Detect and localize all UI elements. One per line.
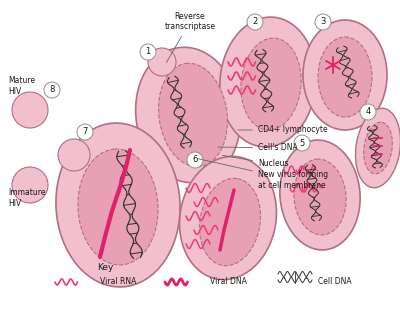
Text: Key: Key xyxy=(97,263,113,273)
Ellipse shape xyxy=(241,38,301,130)
Ellipse shape xyxy=(220,17,316,147)
Text: Viral DNA: Viral DNA xyxy=(210,278,247,286)
Text: Nucleus: Nucleus xyxy=(223,155,288,169)
Circle shape xyxy=(187,152,203,168)
Text: 2: 2 xyxy=(252,18,258,26)
Text: 3: 3 xyxy=(320,18,326,26)
Text: Immature
HIV: Immature HIV xyxy=(8,188,46,208)
Circle shape xyxy=(360,104,376,120)
Text: Mature
HIV: Mature HIV xyxy=(8,76,35,96)
Circle shape xyxy=(58,139,90,171)
Circle shape xyxy=(12,167,48,203)
Ellipse shape xyxy=(56,123,180,287)
Ellipse shape xyxy=(303,20,387,130)
Text: Viral RNA: Viral RNA xyxy=(100,278,136,286)
Text: CD4+ lymphocyte: CD4+ lymphocyte xyxy=(238,126,328,134)
Circle shape xyxy=(148,48,176,76)
Text: Cell DNA: Cell DNA xyxy=(318,278,352,286)
Circle shape xyxy=(12,92,48,128)
Ellipse shape xyxy=(294,159,346,235)
Circle shape xyxy=(315,14,331,30)
Ellipse shape xyxy=(180,156,276,280)
Circle shape xyxy=(140,44,156,60)
Text: 1: 1 xyxy=(145,47,151,57)
Circle shape xyxy=(77,124,93,140)
Circle shape xyxy=(247,14,263,30)
Text: 4: 4 xyxy=(365,107,371,116)
Circle shape xyxy=(294,135,310,151)
Ellipse shape xyxy=(158,63,228,167)
Text: 8: 8 xyxy=(49,85,55,95)
Circle shape xyxy=(44,82,60,98)
Ellipse shape xyxy=(78,149,158,265)
Text: Reverse
transcriptase: Reverse transcriptase xyxy=(164,12,216,62)
Text: Cell's DNA: Cell's DNA xyxy=(218,143,298,153)
Ellipse shape xyxy=(200,178,260,266)
Text: New virus forming
at cell membrane: New virus forming at cell membrane xyxy=(198,159,328,190)
Ellipse shape xyxy=(318,37,372,117)
Text: 6: 6 xyxy=(192,155,198,165)
Ellipse shape xyxy=(356,108,400,188)
Ellipse shape xyxy=(280,140,360,250)
Text: 5: 5 xyxy=(299,138,305,148)
Text: 7: 7 xyxy=(82,127,88,137)
Ellipse shape xyxy=(136,47,240,183)
Ellipse shape xyxy=(364,122,392,174)
